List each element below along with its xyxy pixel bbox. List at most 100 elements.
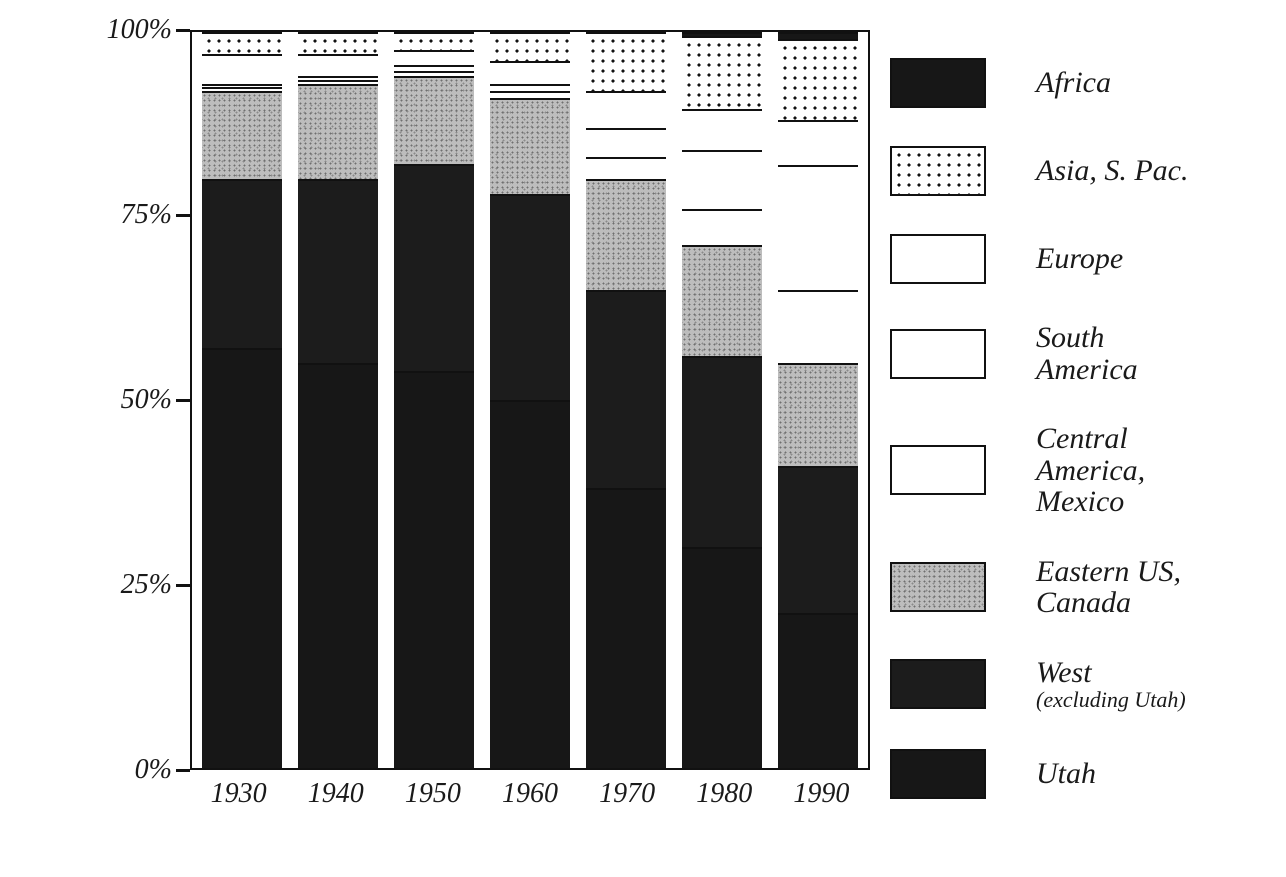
bar-segment-central_america_mexico <box>490 91 571 98</box>
bar-segment-utah <box>586 488 667 768</box>
legend-swatch <box>890 146 986 196</box>
bar-column <box>194 32 290 768</box>
legend-swatch <box>890 445 986 495</box>
bar-segment-eastern_us_canada <box>490 98 571 194</box>
bar-column <box>290 32 386 768</box>
bar-segment-europe <box>778 120 859 164</box>
bar-segment-africa <box>778 32 859 39</box>
bar-segment-asia_spac <box>490 32 571 61</box>
bar <box>298 32 379 768</box>
legend-swatch <box>890 329 986 379</box>
bar-segment-west <box>682 356 763 547</box>
legend-item-europe: Europe <box>890 234 1286 284</box>
legend-swatch <box>890 562 986 612</box>
y-tick-mark <box>176 29 190 32</box>
legend-swatch <box>890 659 986 709</box>
bar-segment-south_america <box>778 165 859 290</box>
x-tick-label: 1950 <box>384 778 481 810</box>
bar <box>586 32 667 768</box>
legend-item-west: West(excluding Utah) <box>890 657 1286 712</box>
bar-segment-asia_spac <box>298 32 379 54</box>
bar-segment-europe <box>682 109 763 149</box>
bar-segment-central_america_mexico <box>682 209 763 246</box>
bar-segment-south_america <box>682 150 763 209</box>
plot-frame <box>190 30 870 770</box>
legend-item-asia_spac: Asia, S. Pac. <box>890 146 1286 196</box>
x-axis-labels: 1930194019501960197019801990 <box>190 778 870 810</box>
legend-label: Europe <box>1036 243 1123 275</box>
x-tick-label: 1990 <box>773 778 870 810</box>
bar-column <box>386 32 482 768</box>
bar-segment-utah <box>202 348 283 768</box>
legend-item-central_america_mexico: CentralAmerica,Mexico <box>890 423 1286 518</box>
legend-label: SouthAmerica <box>1036 322 1138 385</box>
x-tick-label: 1960 <box>481 778 578 810</box>
bar-segment-central_america_mexico <box>586 157 667 179</box>
bar <box>682 32 763 768</box>
bar-segment-central_america_mexico <box>778 290 859 364</box>
y-tick-label: 0% <box>135 754 172 786</box>
bar-segment-west <box>202 179 283 348</box>
bar-segment-west <box>586 290 667 489</box>
bar-segment-asia_spac <box>778 39 859 120</box>
bar-column <box>578 32 674 768</box>
bar-segment-utah <box>394 371 475 768</box>
legend-label: Asia, S. Pac. <box>1036 155 1188 187</box>
legend-label: Africa <box>1036 67 1111 99</box>
bar <box>202 32 283 768</box>
bar-column <box>674 32 770 768</box>
legend-label: West(excluding Utah) <box>1036 657 1186 712</box>
bar-segment-west <box>298 179 379 363</box>
bar-segment-eastern_us_canada <box>778 363 859 466</box>
legend-item-africa: Africa <box>890 58 1286 108</box>
bar <box>394 32 475 768</box>
x-tick-label: 1980 <box>676 778 773 810</box>
y-tick-label: 100% <box>107 14 172 46</box>
bar-segment-utah <box>682 547 763 768</box>
y-tick-mark <box>176 584 190 587</box>
legend: Africa Asia, S. Pac. Europe SouthAmerica Cen… <box>890 58 1286 837</box>
legend-item-eastern_us_canada: Eastern US,Canada <box>890 556 1286 619</box>
x-tick-label: 1970 <box>579 778 676 810</box>
legend-swatch <box>890 749 986 799</box>
legend-label: Utah <box>1036 758 1096 790</box>
bar-segment-utah <box>298 363 379 768</box>
plot-area <box>192 32 868 768</box>
bar-segment-eastern_us_canada <box>586 179 667 289</box>
bar-segment-south_america <box>586 128 667 157</box>
legend-item-utah: Utah <box>890 749 1286 799</box>
bar-segment-europe <box>394 50 475 65</box>
y-tick-label: 75% <box>121 199 172 231</box>
bar-segment-south_america <box>490 84 571 91</box>
y-tick-label: 50% <box>121 384 172 416</box>
y-tick-label: 25% <box>121 569 172 601</box>
bar-segment-west <box>394 164 475 370</box>
bar <box>778 32 859 768</box>
y-tick-mark <box>176 399 190 402</box>
bar-column <box>770 32 866 768</box>
y-tick-mark <box>176 214 190 217</box>
legend-swatch <box>890 234 986 284</box>
bar-segment-europe <box>298 54 379 76</box>
bar-segment-europe <box>490 61 571 83</box>
legend-item-south_america: SouthAmerica <box>890 322 1286 385</box>
bar-segment-west <box>490 194 571 400</box>
bar-segment-asia_spac <box>586 32 667 91</box>
legend-label: CentralAmerica,Mexico <box>1036 423 1145 518</box>
bar-segment-west <box>778 466 859 613</box>
bar-segment-asia_spac <box>394 32 475 50</box>
bar-segment-utah <box>490 400 571 768</box>
y-tick-mark <box>176 769 190 772</box>
bar-segment-europe <box>202 54 283 83</box>
bar-column <box>482 32 578 768</box>
bar-segment-asia_spac <box>682 36 763 110</box>
x-tick-label: 1930 <box>190 778 287 810</box>
bar-segment-asia_spac <box>202 32 283 54</box>
bar-segment-utah <box>778 613 859 768</box>
legend-swatch <box>890 58 986 108</box>
bar-segment-eastern_us_canada <box>202 91 283 179</box>
stacked-bar-chart: Percent of membership 0%25%50%75%100% 19… <box>60 20 1260 850</box>
bar-segment-eastern_us_canada <box>682 245 763 355</box>
bar-segment-eastern_us_canada <box>298 84 379 180</box>
bar <box>490 32 571 768</box>
